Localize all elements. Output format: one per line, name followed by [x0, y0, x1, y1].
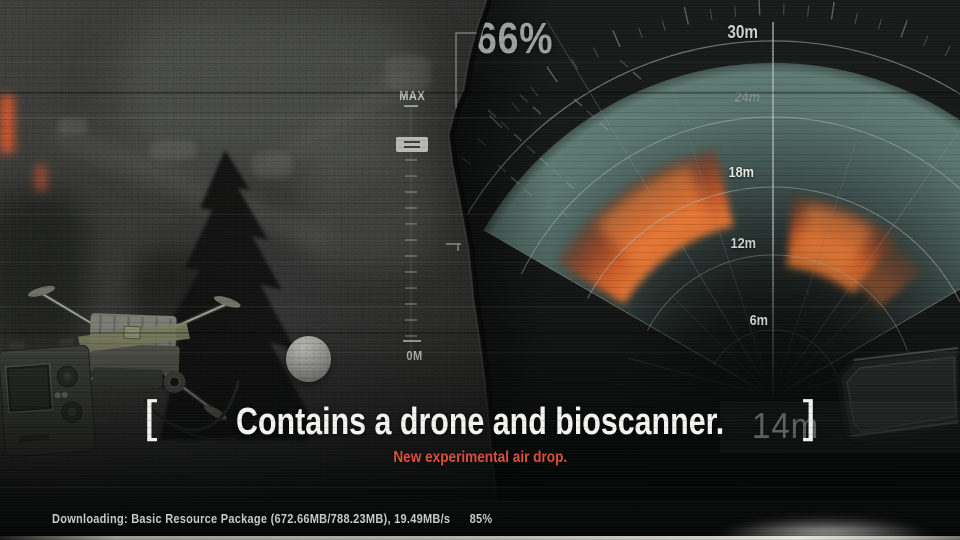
download-text: Downloading: Basic Resource Package (672… — [52, 511, 451, 526]
floor-light-strip — [0, 536, 960, 540]
caption-bracket-right: ] — [795, 392, 824, 448]
download-percent: 85% — [469, 511, 493, 526]
floor-glow — [715, 518, 935, 538]
caption-title: Contains a drone and bioscanner. — [235, 401, 725, 443]
caption-subtitle: New experimental air drop. — [393, 449, 567, 466]
caption-bracket-left: [ — [136, 392, 165, 448]
download-status-text: Downloading: Basic Resource Package (672… — [52, 512, 492, 526]
distance-readout: 14m — [752, 405, 820, 446]
caption-block: [ Contains a drone and bioscanner. ] New… — [0, 392, 960, 467]
